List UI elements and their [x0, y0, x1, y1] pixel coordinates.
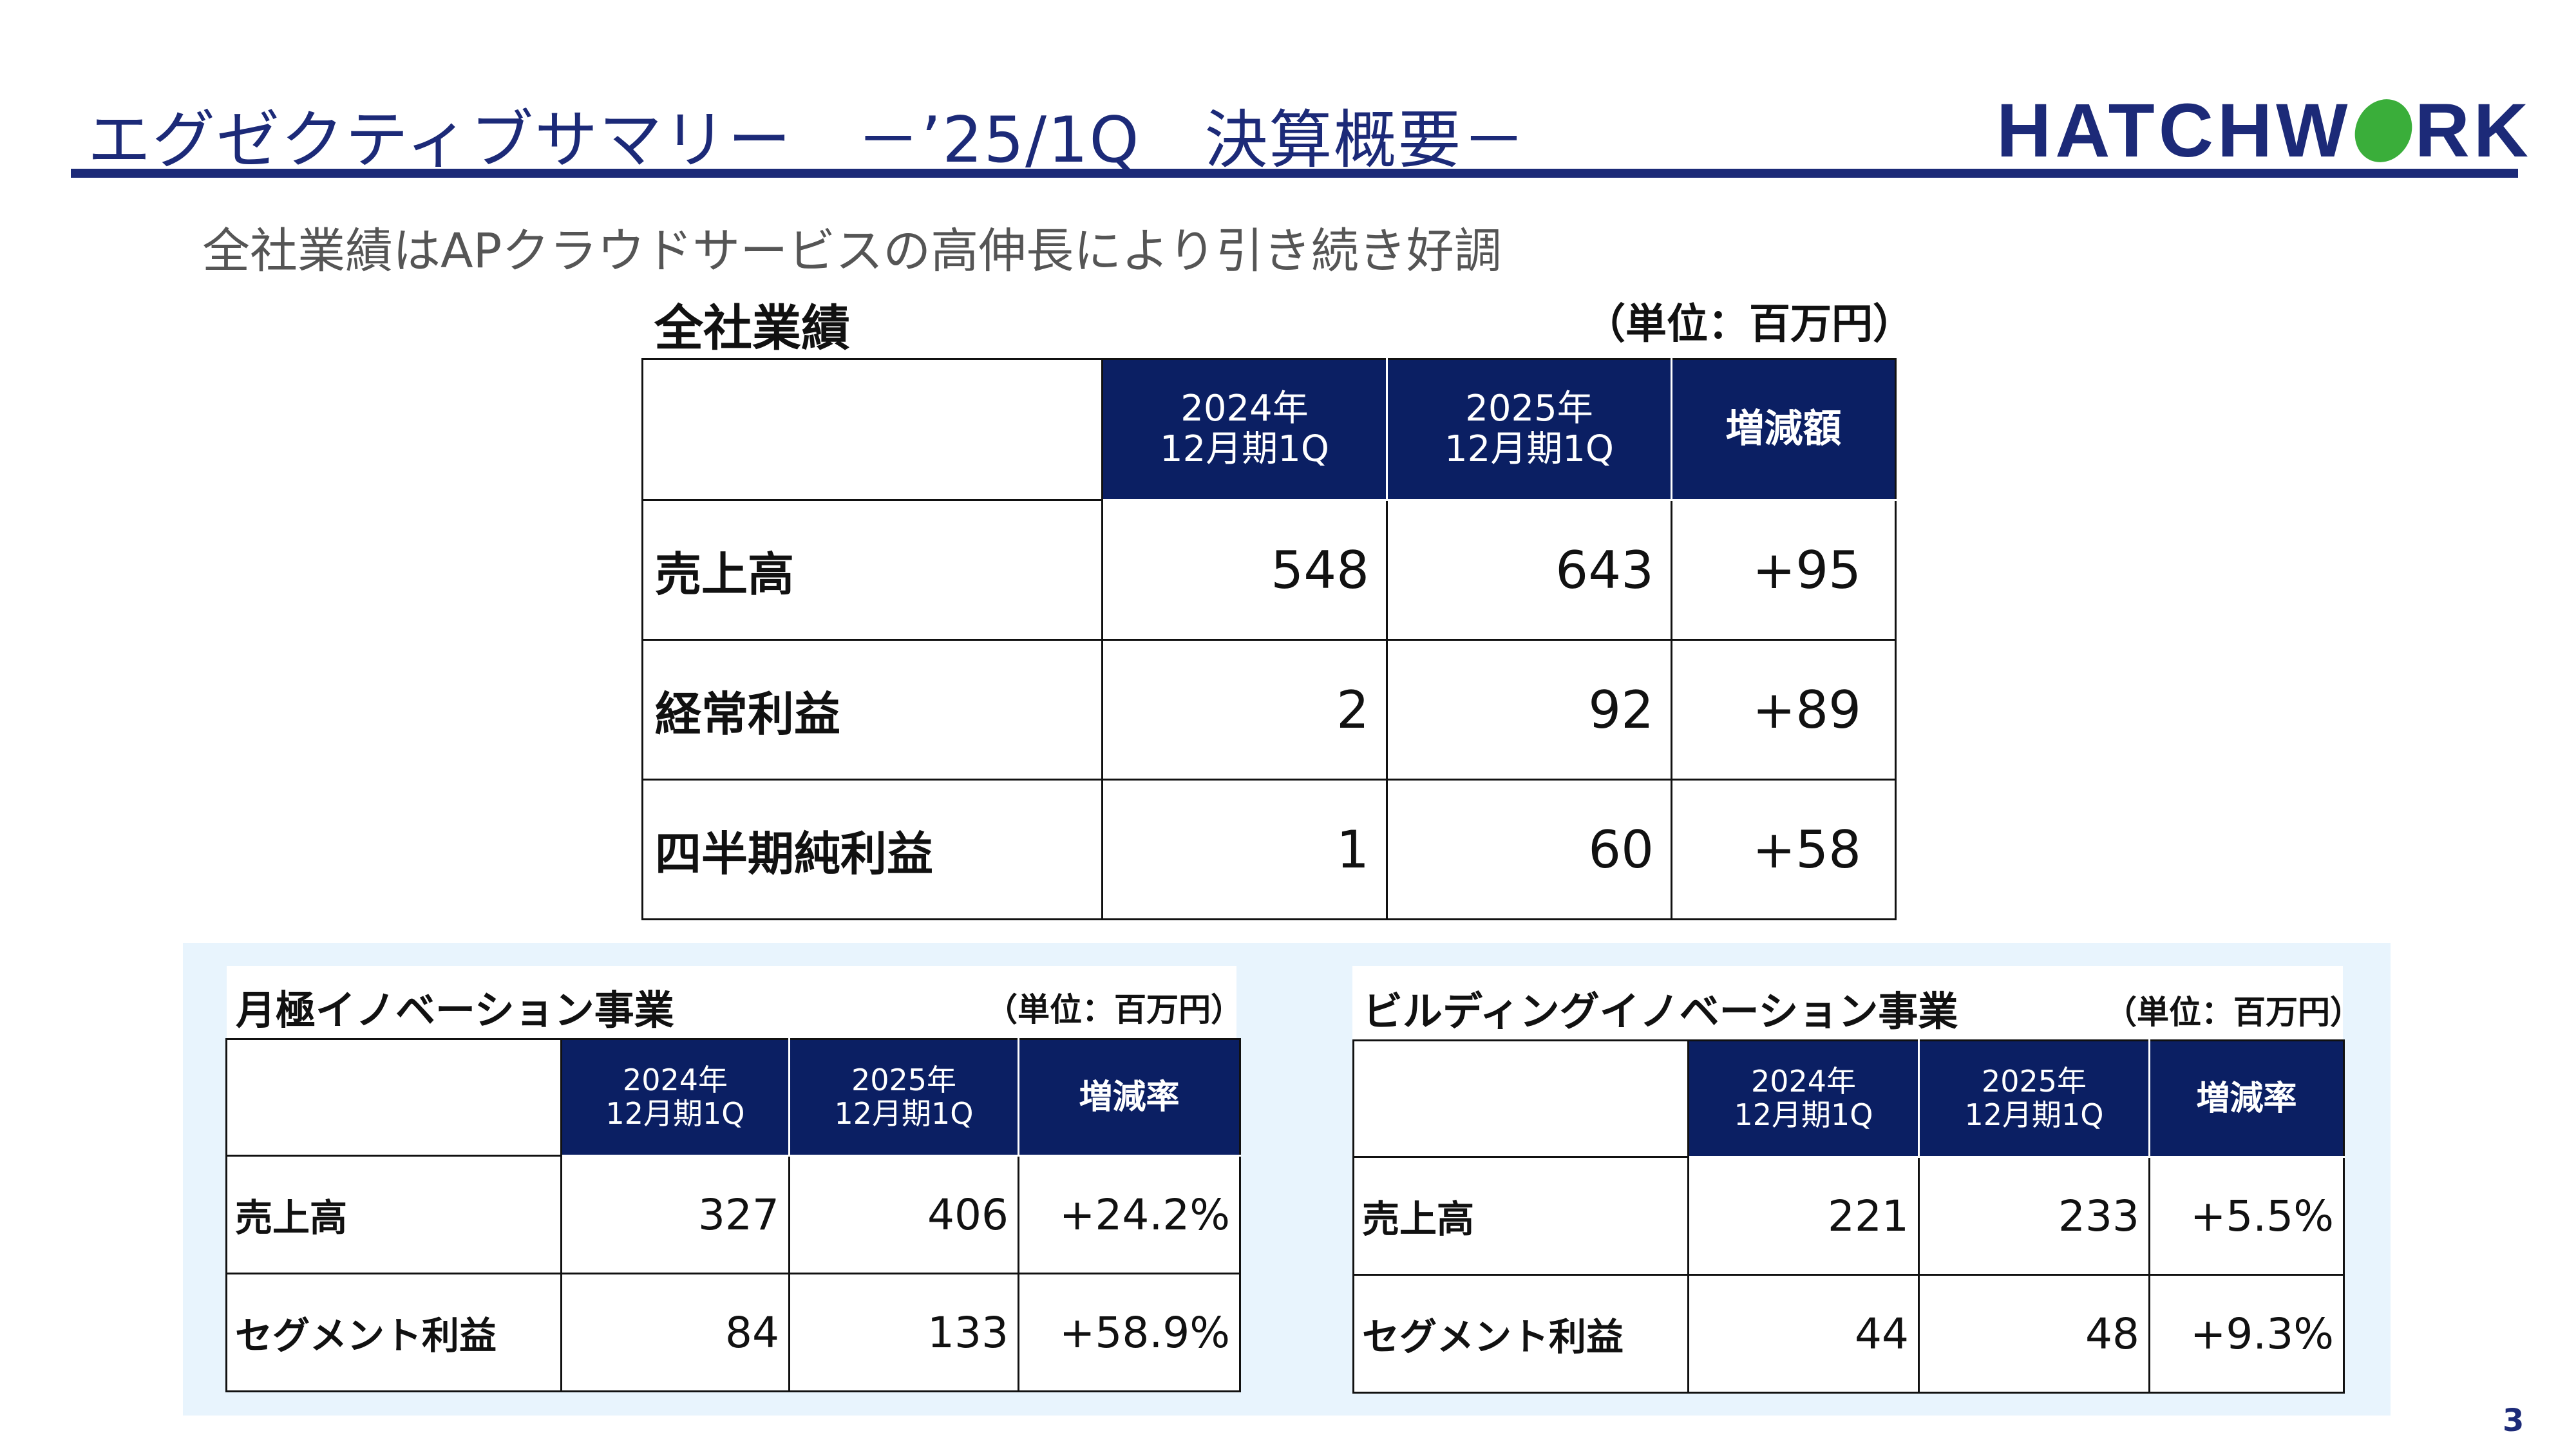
header-rate: 増減率: [2148, 1039, 2345, 1158]
main-table-caption: 全社業績: [654, 299, 850, 357]
header-2025-label: 2025年 12月期1Q: [1444, 388, 1614, 470]
header-2024-label: 2024年 12月期1Q: [605, 1063, 745, 1131]
slide-subtitle: 全社業績はAPクラウドサービスの高伸長により引き続き好調: [202, 223, 1502, 279]
header-2024: 2024年 12月期1Q: [560, 1038, 790, 1157]
row-label: セグメント利益: [225, 1273, 562, 1392]
table-row: 四半期純利益 1 60 +58: [641, 779, 1897, 920]
header-2025-label: 2025年 12月期1Q: [1964, 1064, 2104, 1132]
value-rate: +9.3%: [2148, 1274, 2345, 1394]
segment-a-caption: 月極イノベーション事業: [236, 987, 674, 1034]
value-2025: 643: [1386, 499, 1672, 641]
value-2024: 2: [1101, 639, 1388, 781]
segment-b-caption-box: [1352, 966, 2343, 1039]
table-row: 経常利益 2 92 +89: [641, 639, 1897, 781]
value-2024: 84: [560, 1273, 790, 1392]
value-2024: 1: [1101, 779, 1388, 920]
value-2024: 221: [1687, 1156, 1920, 1276]
header-2024: 2024年 12月期1Q: [1101, 358, 1388, 501]
value-2025: 133: [788, 1273, 1019, 1392]
value-diff: +95: [1671, 499, 1897, 641]
table-row: 売上高 327 406 +24.2%: [225, 1155, 1241, 1274]
monthly-innovation-table: 2024年 12月期1Q 2025年 12月期1Q 増減率 売上高 327 40…: [225, 1038, 1241, 1392]
segment-b-caption: ビルディングイノベーション事業: [1363, 988, 1958, 1035]
table-header-row: 2024年 12月期1Q 2025年 12月期1Q 増減率: [1352, 1039, 2345, 1158]
header-blank-cell: [641, 358, 1103, 501]
segment-b-unit: （単位：百万円）: [2105, 994, 2362, 1031]
page-number: 3: [2503, 1403, 2524, 1439]
header-2024: 2024年 12月期1Q: [1687, 1039, 1920, 1158]
row-label: 売上高: [1352, 1156, 1689, 1276]
value-2024: 327: [560, 1155, 790, 1274]
company-logo: HATCHW RK: [1996, 88, 2532, 173]
company-results-table: 2024年 12月期1Q 2025年 12月期1Q 増減額 売上高 548 64…: [641, 358, 1897, 920]
logo-text-right: RK: [2414, 88, 2532, 173]
value-diff: +89: [1671, 639, 1897, 781]
table-header-row: 2024年 12月期1Q 2025年 12月期1Q 増減額: [641, 358, 1897, 501]
header-2025: 2025年 12月期1Q: [1918, 1039, 2150, 1158]
value-2025: 92: [1386, 639, 1672, 781]
table-row: 売上高 548 643 +95: [641, 499, 1897, 641]
header-2025-label: 2025年 12月期1Q: [834, 1063, 974, 1131]
row-label: 売上高: [225, 1155, 562, 1274]
value-2025: 60: [1386, 779, 1672, 920]
value-2025: 233: [1918, 1156, 2150, 1276]
header-2024-label: 2024年 12月期1Q: [1160, 388, 1329, 470]
row-label: 四半期純利益: [641, 779, 1103, 920]
title-underline: [71, 169, 2518, 178]
value-2024: 44: [1687, 1274, 1920, 1394]
header-rate: 増減率: [1018, 1038, 1241, 1157]
leaf-icon: [2344, 90, 2422, 172]
header-2025: 2025年 12月期1Q: [788, 1038, 1019, 1157]
header-blank-cell: [225, 1038, 562, 1157]
value-rate: +58.9%: [1018, 1273, 1241, 1392]
row-label: 売上高: [641, 499, 1103, 641]
table-row: 売上高 221 233 +5.5%: [1352, 1156, 2345, 1276]
value-2025: 406: [788, 1155, 1019, 1274]
slide-title: エグゼクティブサマリー －’25/1Q 決算概要－: [88, 104, 1527, 177]
value-diff: +58: [1671, 779, 1897, 920]
header-diff-label: 増減額: [1725, 406, 1842, 452]
value-rate: +24.2%: [1018, 1155, 1241, 1274]
segment-a-unit: （単位：百万円）: [985, 991, 1243, 1028]
table-row: セグメント利益 44 48 +9.3%: [1352, 1274, 2345, 1394]
main-table-unit: （単位：百万円）: [1584, 301, 1914, 348]
logo-text-left: HATCHW: [1996, 88, 2352, 173]
value-2024: 548: [1101, 499, 1388, 641]
row-label: セグメント利益: [1352, 1274, 1689, 1394]
header-2025: 2025年 12月期1Q: [1386, 358, 1672, 501]
header-2024-label: 2024年 12月期1Q: [1734, 1064, 1873, 1132]
header-rate-label: 増減率: [2196, 1079, 2297, 1118]
value-2025: 48: [1918, 1274, 2150, 1394]
table-header-row: 2024年 12月期1Q 2025年 12月期1Q 増減率: [225, 1038, 1241, 1157]
value-rate: +5.5%: [2148, 1156, 2345, 1276]
building-innovation-table: 2024年 12月期1Q 2025年 12月期1Q 増減率 売上高 221 23…: [1352, 1039, 2345, 1394]
header-diff: 増減額: [1671, 358, 1897, 501]
segment-a-caption-box: [227, 966, 1236, 1039]
header-rate-label: 増減率: [1079, 1077, 1180, 1117]
row-label: 経常利益: [641, 639, 1103, 781]
header-blank-cell: [1352, 1039, 1689, 1158]
table-row: セグメント利益 84 133 +58.9%: [225, 1273, 1241, 1392]
